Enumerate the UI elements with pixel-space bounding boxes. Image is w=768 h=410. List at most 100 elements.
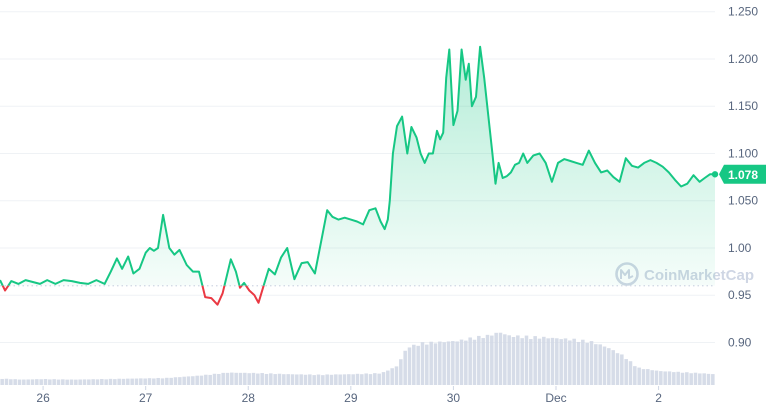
volume-bar [676,371,680,385]
volume-bar [334,374,338,385]
volume-bar [355,373,360,385]
volume-bar [550,337,555,385]
x-tick-label: 26 [36,391,50,405]
volume-bar [87,379,91,385]
volume-bar [264,373,269,385]
volume-bar [611,350,615,385]
volume-bars [0,332,715,385]
volume-bar [442,342,446,385]
price-line [0,45,715,306]
volume-bar [377,373,381,385]
volume-bar [139,378,143,385]
volume-bar [624,359,628,385]
volume-bar [286,374,290,385]
volume-bar [61,379,65,385]
volume-bar [438,341,442,385]
volume-bar [243,372,247,385]
volume-bar [433,343,438,385]
volume-bar [390,368,394,385]
volume-bar [594,344,598,385]
volume-bar [459,339,464,385]
volume-bar [581,339,585,385]
volume-bar [537,338,542,385]
volume-bar [360,374,364,385]
volume-bar [706,373,711,385]
current-price-badge: 1.078 [719,164,766,184]
volume-bar [48,379,52,385]
volume-bar [13,379,17,385]
volume-bar [698,373,702,385]
volume-bar [169,377,173,385]
volume-bar [182,376,186,385]
volume-bar [30,379,35,385]
volume-bar [416,345,420,385]
volume-bar [273,374,277,385]
volume-bar [659,371,663,385]
volume-bar [620,354,624,385]
volume-bar [43,379,48,385]
volume-bar [498,332,503,385]
y-tick-label: 1.250 [728,5,758,19]
volume-bar [464,340,468,385]
volume-bar [290,374,295,385]
volume-bar [173,377,178,385]
volume-bar [308,374,312,385]
y-tick-label: 0.90 [728,335,752,349]
volume-bar [143,378,147,385]
volume-bar [637,367,641,385]
volume-bar [490,335,494,385]
y-tick-label: 1.00 [728,241,752,255]
volume-bar [299,374,303,385]
volume-bar [381,372,386,385]
volume-bar [446,341,451,385]
volume-bar [295,374,299,385]
volume-bar [0,378,4,385]
volume-bar [399,359,403,385]
volume-bar [481,338,485,385]
x-axis: 26 27 28 29 30 Dec 2 [36,386,662,405]
volume-bar [26,379,30,385]
volume-bar [78,379,82,385]
volume-bar [225,372,230,385]
volume-bar [251,372,256,385]
volume-bar [654,370,659,385]
volume-bar [555,338,559,385]
volume-bar [412,344,416,385]
volume-bar [208,374,212,385]
volume-bar [533,336,537,385]
volume-bar [22,379,26,385]
volume-bar [316,374,321,385]
volume-bar [126,378,130,385]
volume-bar [74,379,78,385]
volume-bar [420,342,425,385]
volume-bar [321,375,325,385]
volume-bar [69,379,74,385]
volume-bar [269,373,273,385]
volume-bar [667,371,672,385]
volume-bar [386,370,390,385]
volume-bar [95,379,100,385]
volume-bar [559,339,563,385]
volume-bar [633,366,637,385]
current-price-label: 1.078 [728,168,758,182]
volume-bar [165,377,169,385]
volume-bar [303,374,308,385]
volume-bar [546,338,550,385]
volume-bar [455,341,459,385]
volume-bar [364,373,368,385]
volume-bar [351,374,355,385]
volume-bar [576,341,581,385]
volume-bar [693,372,698,385]
volume-bar [394,366,399,385]
x-tick-label: 27 [139,391,153,405]
x-tick-label: 30 [447,391,461,405]
volume-bar [472,339,477,385]
price-area [0,46,715,286]
volume-bar [485,334,490,385]
volume-bar [247,373,251,385]
volume-bar [178,377,182,385]
volume-bar [529,339,533,385]
volume-bar [65,379,69,385]
